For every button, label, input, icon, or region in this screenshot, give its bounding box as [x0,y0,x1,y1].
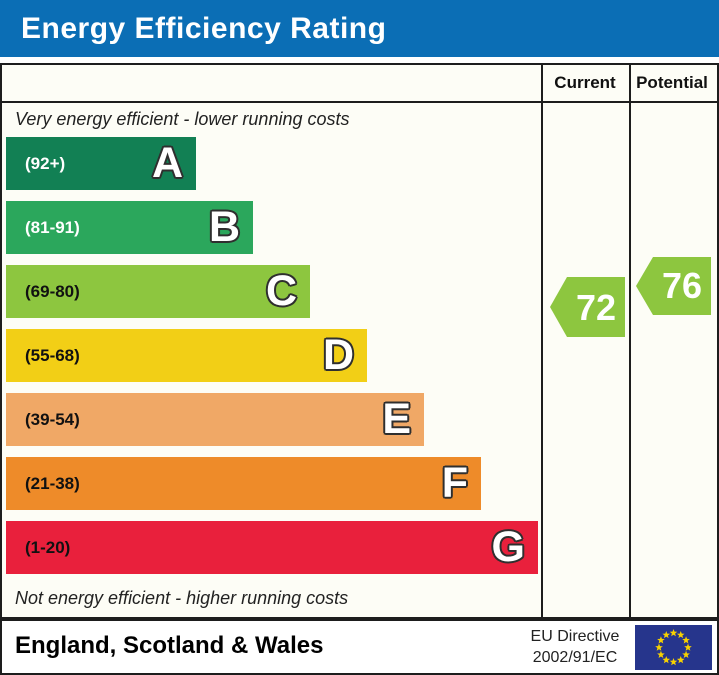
band-range-label: (21-38) [25,473,80,493]
band-range-label: (1-20) [25,537,71,557]
band-range-label: (81-91) [25,217,80,237]
band-letter: F [441,459,468,507]
band-row-C: (69-80) C [6,265,310,318]
title-bar: Energy Efficiency Rating [0,0,719,57]
band-row-F: (21-38) F [6,457,481,510]
band-row-G: (1-20) G [6,521,538,574]
current-column-divider [541,65,543,617]
eu-directive-label: EU Directive 2002/91/EC [522,626,628,668]
potential-column-divider [629,65,631,617]
bottom-note: Not energy efficient - higher running co… [15,588,349,608]
band-letter: D [322,331,354,379]
band-row-E: (39-54) E [6,393,424,446]
band-letter: E [382,395,411,443]
top-note: Very energy efficient - lower running co… [15,109,350,129]
rating-chart: Current Potential Very energy efficient … [0,63,719,619]
eu-directive-line1: EU Directive [530,628,620,645]
potential-column-header: Potential [636,73,708,92]
band-letter: A [151,139,183,187]
band-range-label: (55-68) [25,345,80,365]
band-range-label: (69-80) [25,281,80,301]
band-letter: C [265,267,297,315]
band-letter: G [491,523,525,571]
current-column-header: Current [554,73,616,92]
band-range-label: (39-54) [25,409,80,429]
eu-flag-icon [635,625,712,670]
potential-rating-arrow: 76 [636,257,711,315]
current-rating-value: 72 [576,287,616,328]
band-row-D: (55-68) D [6,329,367,382]
page-title: Energy Efficiency Rating [21,12,387,45]
footer: England, Scotland & Wales EU Directive 2… [0,619,719,675]
current-arrow-shape [550,277,625,337]
column-header-row: Current Potential [2,65,717,103]
potential-rating-value: 76 [662,265,702,306]
band-range-label: (92+) [25,153,66,173]
potential-arrow-shape [636,257,711,315]
region-label: England, Scotland & Wales [15,632,324,659]
current-rating-arrow: 72 [550,277,625,337]
band-row-A: (92+) A [6,137,196,190]
eu-directive-line2: 2002/91/EC [532,649,618,666]
band-letter: B [208,203,240,251]
band-row-B: (81-91) B [6,201,253,254]
